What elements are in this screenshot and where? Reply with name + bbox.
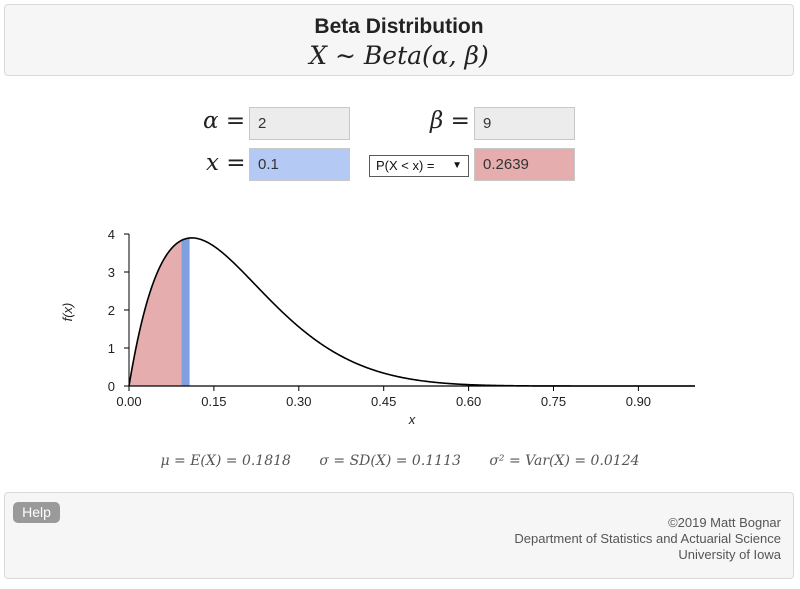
- beta-equals: =: [450, 108, 470, 134]
- y-tick-label: 1: [108, 341, 115, 356]
- density-chart: 0.00 0.15 0.30 0.45 0.60 0.75 0.90 0 1 2 3 4 x f(x): [60, 227, 695, 427]
- credits: ©2019 Matt Bognar Department of Statisti…: [514, 515, 781, 563]
- x-symbol: x: [206, 150, 219, 176]
- variance-text: σ² = Var(X) = 0.0124: [489, 453, 640, 469]
- header-panel: Beta Distribution X ∼ Beta(α, β): [4, 4, 794, 76]
- x-tick-label: 0.15: [201, 394, 226, 409]
- alpha-input[interactable]: [249, 107, 350, 140]
- alpha-symbol: α: [203, 108, 219, 134]
- alpha-equals: =: [225, 108, 246, 134]
- probability-result-field[interactable]: [474, 148, 575, 181]
- y-tick-label: 0: [108, 379, 115, 394]
- distribution-formula: X ∼ Beta(α, β): [5, 41, 793, 70]
- x-tick-label: 0.00: [116, 394, 141, 409]
- credit-department: Department of Statistics and Actuarial S…: [514, 531, 781, 546]
- mean-text: μ = E(X) = 0.1818: [160, 453, 291, 469]
- footer-panel: Help ©2019 Matt Bognar Department of Sta…: [4, 492, 794, 579]
- dropdown-arrow-icon: ▼: [452, 160, 462, 171]
- x-input[interactable]: [249, 148, 350, 181]
- y-tick-label: 3: [108, 265, 115, 280]
- x-tick-label: 0.75: [541, 394, 566, 409]
- x-tick-label: 0.45: [371, 394, 396, 409]
- beta-symbol: β: [430, 108, 444, 134]
- x-tick-label: 0.90: [626, 394, 651, 409]
- alpha-label: α =: [203, 108, 245, 134]
- formula-tilde: ∼: [335, 41, 356, 70]
- x-label: x =: [206, 150, 246, 176]
- y-axis-label: f(x): [60, 303, 75, 322]
- probability-type-select[interactable]: P(X < x) = ▼: [369, 155, 469, 177]
- sd-text: σ = SD(X) = 0.1113: [319, 453, 461, 469]
- y-tick-label: 2: [108, 303, 115, 318]
- formula-variable: X: [309, 41, 328, 70]
- x-tick-label: 0.30: [286, 394, 311, 409]
- x-marker-bar: [181, 238, 190, 386]
- beta-input[interactable]: [474, 107, 575, 140]
- credit-author: ©2019 Matt Bognar: [668, 515, 781, 530]
- x-tick-label: 0.60: [456, 394, 481, 409]
- credit-university: University of Iowa: [678, 547, 781, 562]
- moments-row: μ = E(X) = 0.1818 σ = SD(X) = 0.1113 σ² …: [0, 453, 800, 469]
- shaded-probability-area: [129, 238, 186, 386]
- formula-distribution: Beta(α, β): [363, 41, 489, 70]
- page-title: Beta Distribution: [314, 15, 484, 38]
- chart-plot-area: 0.00 0.15 0.30 0.45 0.60 0.75 0.90 0 1 2 3 4 x f(x): [60, 227, 695, 427]
- help-button[interactable]: Help: [13, 502, 60, 523]
- beta-label: β =: [430, 108, 470, 134]
- y-tick-label: 4: [108, 227, 115, 242]
- x-axis-label: x: [408, 412, 416, 427]
- density-curve: [128, 237, 695, 387]
- probability-type-label: P(X < x) =: [376, 158, 435, 173]
- x-equals: =: [226, 150, 246, 176]
